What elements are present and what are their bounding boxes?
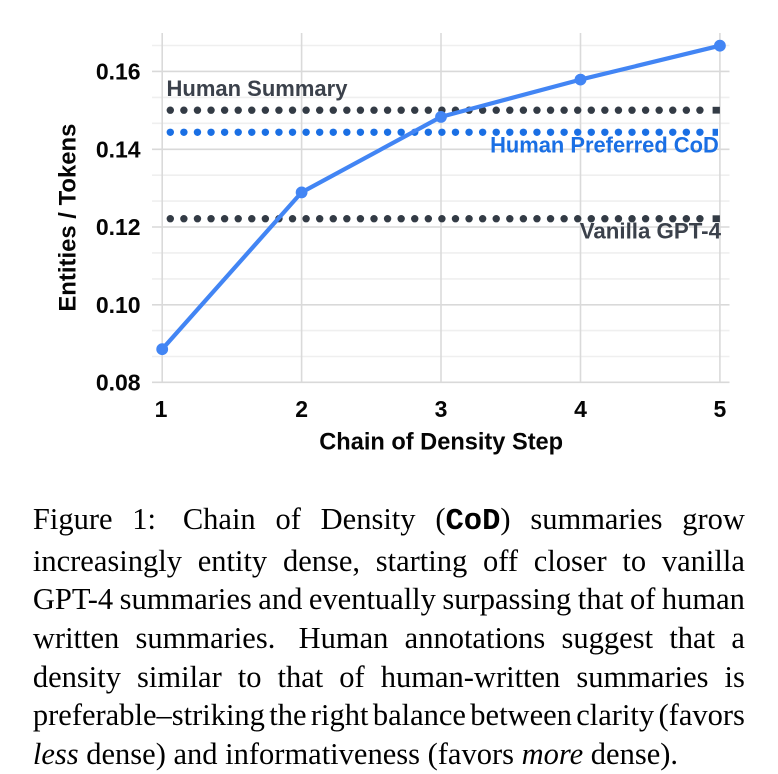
svg-text:Entities / Tokens: Entities / Tokens: [55, 124, 82, 312]
svg-text:3: 3: [435, 396, 448, 422]
svg-text:Human Preferred CoD: Human Preferred CoD: [490, 133, 719, 158]
svg-text:0.10: 0.10: [96, 292, 141, 318]
svg-text:5: 5: [714, 396, 727, 422]
svg-text:0.08: 0.08: [96, 369, 141, 395]
svg-text:0.12: 0.12: [96, 214, 141, 240]
svg-text:0.16: 0.16: [96, 59, 141, 85]
svg-text:2: 2: [295, 396, 308, 422]
svg-text:4: 4: [574, 396, 587, 422]
svg-text:Vanilla GPT-4: Vanilla GPT-4: [580, 218, 722, 243]
svg-text:Chain of Density Step: Chain of Density Step: [319, 429, 563, 455]
svg-text:Human Summary: Human Summary: [167, 76, 349, 101]
svg-text:1: 1: [155, 396, 168, 422]
svg-text:0.14: 0.14: [96, 136, 141, 162]
